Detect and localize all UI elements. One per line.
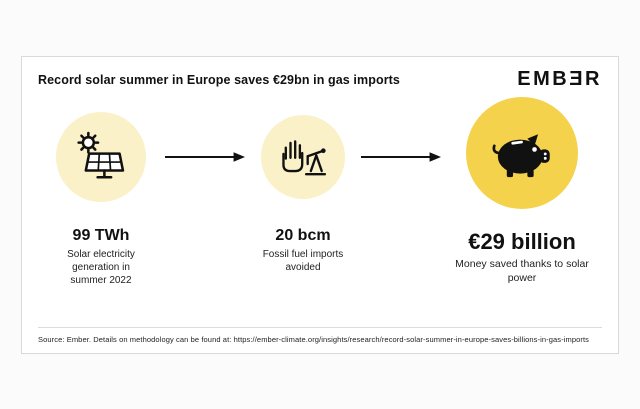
arrow-icon <box>165 95 245 219</box>
header: Record solar summer in Europe saves €29b… <box>38 69 602 89</box>
step-money-saved: €29 billion Money saved thanks to solar … <box>443 95 601 285</box>
savings-circle-wrap <box>466 95 578 219</box>
step-fossil-imports: 20 bcm Fossil fuel imports avoided <box>247 95 359 274</box>
step-value-solar: 99 TWh <box>72 227 130 244</box>
savings-circle <box>466 97 578 209</box>
footer: Source: Ember. Details on methodology ca… <box>38 327 602 344</box>
fossil-circle <box>261 115 345 199</box>
arrow-icon <box>361 95 441 219</box>
solar-panel-sun-icon <box>77 131 125 179</box>
page-title: Record solar summer in Europe saves €29b… <box>38 73 400 87</box>
solar-circle-wrap <box>56 95 146 219</box>
ember-logo: EMBƎR <box>517 68 602 90</box>
step-value-fossil: 20 bcm <box>275 227 331 244</box>
step-value-savings: €29 billion <box>468 229 576 254</box>
step-label-solar: Solar electricity generation in summer 2… <box>67 249 135 286</box>
step-label-fossil: Fossil fuel imports avoided <box>262 249 344 273</box>
infographic-card: Record solar summer in Europe saves €29b… <box>21 56 619 354</box>
step-solar-generation: 99 TWh Solar electricity generation in s… <box>39 95 163 287</box>
hand-stop-pumpjack-icon <box>282 140 327 176</box>
solar-circle <box>56 112 146 202</box>
flow-diagram: 99 TWh Solar electricity generation in s… <box>38 95 602 323</box>
step-label-savings: Money saved thanks to solar power <box>455 258 589 284</box>
fossil-circle-wrap <box>261 95 345 219</box>
piggy-bank-icon <box>492 134 550 178</box>
source-text: Source: Ember. Details on methodology ca… <box>38 335 590 344</box>
